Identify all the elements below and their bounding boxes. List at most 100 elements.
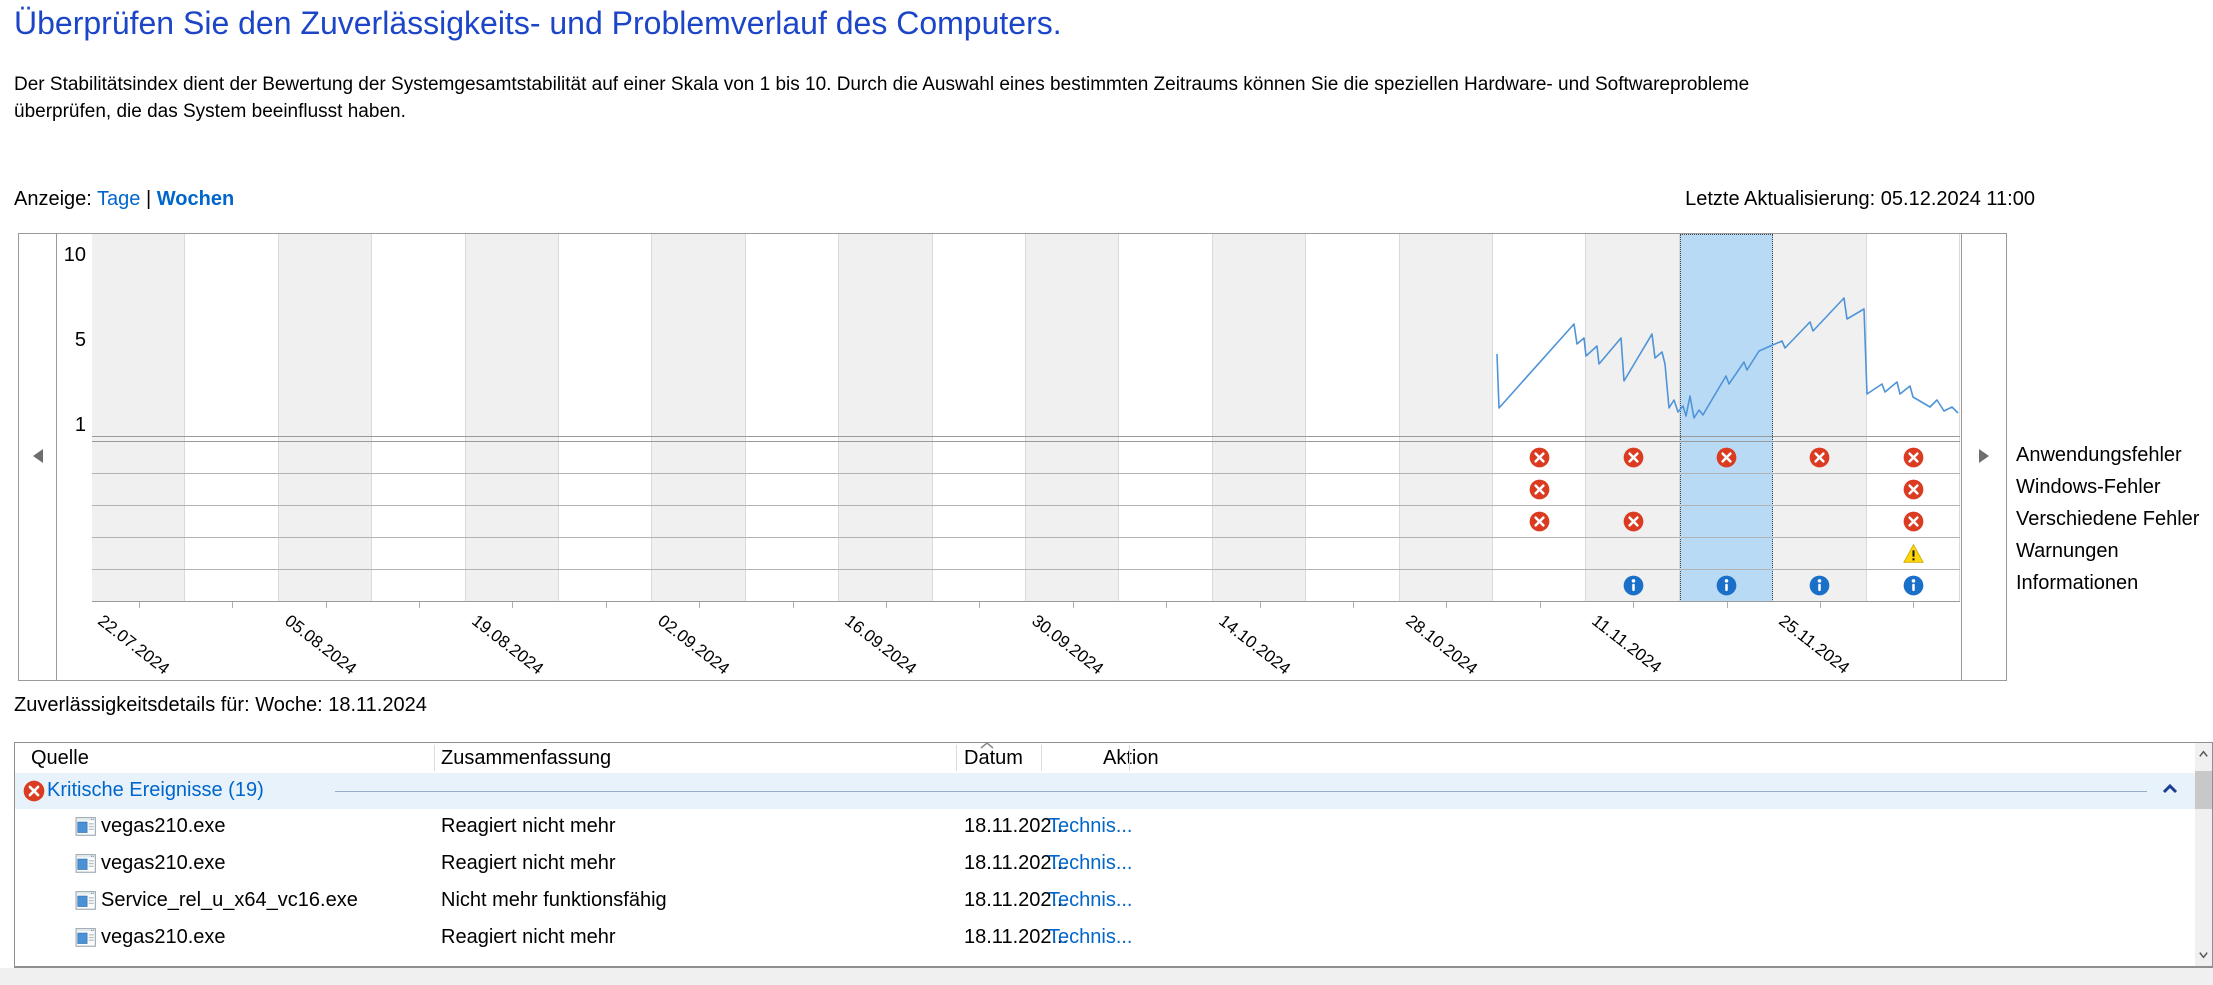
sort-ascending-icon: [980, 741, 994, 749]
x-axis-date-label: 22.07.2024: [94, 611, 174, 679]
date-cell: 18.11.202...: [964, 815, 1069, 837]
info-icon[interactable]: [1903, 575, 1924, 596]
error-icon[interactable]: [1903, 447, 1924, 468]
x-axis-tick: [792, 602, 794, 608]
error-icon[interactable]: [1529, 447, 1550, 468]
week-column[interactable]: [1399, 234, 1493, 602]
source-cell: vegas210.exe: [101, 815, 226, 837]
x-axis-tick: [1633, 602, 1635, 608]
week-column[interactable]: [278, 234, 373, 602]
error-icon[interactable]: [1903, 479, 1924, 500]
x-axis-tick: [232, 602, 234, 608]
chart-y-axis: 10 5 1: [58, 234, 91, 680]
week-column[interactable]: [559, 234, 653, 602]
week-column[interactable]: [933, 234, 1026, 602]
x-axis-tick: [1726, 602, 1728, 608]
table-row[interactable]: vegas210.exe Reagiert nicht mehr 18.11.202…: [15, 846, 2196, 883]
event-row-warnungen: [92, 538, 1960, 570]
column-divider[interactable]: [1041, 745, 1042, 771]
week-column[interactable]: [1773, 234, 1867, 602]
week-column[interactable]: [1586, 234, 1680, 602]
x-axis-tick: [605, 602, 607, 608]
critical-events-group-row[interactable]: Kritische Ereignisse (19): [15, 773, 2196, 809]
warning-icon[interactable]: [1902, 543, 1924, 564]
column-header-aktion[interactable]: Aktion: [1103, 747, 1159, 769]
error-icon[interactable]: [1623, 447, 1644, 468]
error-icon[interactable]: [1809, 447, 1830, 468]
technical-details-link[interactable]: Technis...: [1048, 852, 1133, 874]
chart-scroll-right-button[interactable]: [1961, 234, 2006, 680]
selected-week-highlight[interactable]: [1679, 234, 1774, 602]
column-header-quelle[interactable]: Quelle: [31, 747, 89, 769]
chart-plot: 22.07.2024 05.08.2024 19.08.2024 02.09.2024…: [92, 234, 1960, 680]
legend-item-error: Verschiedene Fehler: [2016, 508, 2200, 530]
stability-index-line: [1496, 297, 1959, 419]
view-weeks-link[interactable]: Wochen: [156, 188, 235, 210]
error-icon[interactable]: [1716, 447, 1737, 468]
chevron-right-icon: [1979, 449, 1989, 463]
week-column[interactable]: [1212, 234, 1307, 602]
x-axis-date-label: 28.10.2024: [1401, 611, 1481, 679]
legend-item-error: Windows-Fehler: [2016, 476, 2161, 498]
column-divider[interactable]: [434, 745, 435, 771]
date-cell: 18.11.202...: [964, 852, 1069, 874]
x-axis-tick: [1913, 602, 1915, 608]
x-axis-tick: [138, 602, 140, 608]
group-rule: [335, 791, 2147, 792]
error-icon[interactable]: [1903, 511, 1924, 532]
chart-baseline: [92, 436, 1960, 437]
application-icon: [75, 890, 97, 912]
week-column[interactable]: [1119, 234, 1213, 602]
x-axis-tick: [1166, 602, 1168, 608]
error-icon[interactable]: [1529, 511, 1550, 532]
error-icon[interactable]: [1623, 511, 1644, 532]
info-icon[interactable]: [1809, 575, 1830, 596]
x-axis-date-label: 05.08.2024: [281, 611, 360, 679]
view-separator: |: [145, 188, 152, 210]
week-column[interactable]: [92, 234, 186, 602]
week-column[interactable]: [652, 234, 746, 602]
y-axis-tick-1: 1: [74, 414, 86, 436]
week-column[interactable]: [185, 234, 279, 602]
technical-details-link[interactable]: Technis...: [1048, 926, 1133, 948]
info-icon[interactable]: [1716, 575, 1737, 596]
chart-scroll-left-button[interactable]: [19, 234, 57, 680]
table-row[interactable]: vegas210.exe Reagiert nicht mehr 18.11.202…: [15, 920, 2196, 957]
week-column[interactable]: [372, 234, 466, 602]
scrollbar-down-icon[interactable]: [2197, 948, 2210, 961]
table-row[interactable]: Service_rel_u_x64_vc16.exe Nicht mehr fun…: [15, 883, 2196, 920]
x-axis-date-label: 14.10.2024: [1215, 611, 1294, 679]
description-line-2: überprüfen, die das System beeinflusst h…: [14, 101, 406, 122]
table-vertical-scrollbar[interactable]: [2195, 743, 2212, 966]
view-days-link[interactable]: Tage: [97, 188, 141, 210]
info-icon[interactable]: [1623, 575, 1644, 596]
column-header-zusammenfassung[interactable]: Zusammenfassung: [441, 747, 612, 769]
week-column[interactable]: [1306, 234, 1400, 602]
technical-details-link[interactable]: Technis...: [1048, 889, 1133, 911]
table-row[interactable]: vegas210.exe Reagiert nicht mehr 18.11.202…: [15, 809, 2196, 846]
technical-details-link[interactable]: Technis...: [1048, 815, 1133, 837]
week-column[interactable]: [1493, 234, 1587, 602]
collapse-chevron-icon[interactable]: [2161, 783, 2179, 795]
details-table: Quelle Zusammenfassung Datum Aktion Krit…: [14, 741, 2213, 968]
source-cell: Service_rel_u_x64_vc16.exe: [101, 889, 358, 911]
summary-cell: Reagiert nicht mehr: [441, 926, 616, 948]
week-column[interactable]: [1026, 234, 1120, 602]
error-icon[interactable]: [1529, 479, 1550, 500]
event-row-windows-fehler: [92, 474, 1960, 506]
legend-item-info: Informationen: [2016, 572, 2139, 594]
scrollbar-thumb[interactable]: [2195, 771, 2212, 809]
details-title: Zuverlässigkeitsdetails für: Woche: 18.1…: [14, 694, 427, 716]
week-column[interactable]: [839, 234, 933, 602]
week-column[interactable]: [1867, 234, 1960, 602]
column-divider[interactable]: [1129, 745, 1130, 771]
week-column[interactable]: [746, 234, 840, 602]
column-divider[interactable]: [956, 745, 957, 771]
column-header-datum[interactable]: Datum: [964, 747, 1023, 769]
x-axis-tick: [512, 602, 514, 608]
group-label: Kritische Ereignisse (19): [47, 779, 264, 801]
scrollbar-up-icon[interactable]: [2197, 748, 2210, 761]
week-column[interactable]: [465, 234, 559, 602]
rows-top-border: [92, 441, 1960, 442]
